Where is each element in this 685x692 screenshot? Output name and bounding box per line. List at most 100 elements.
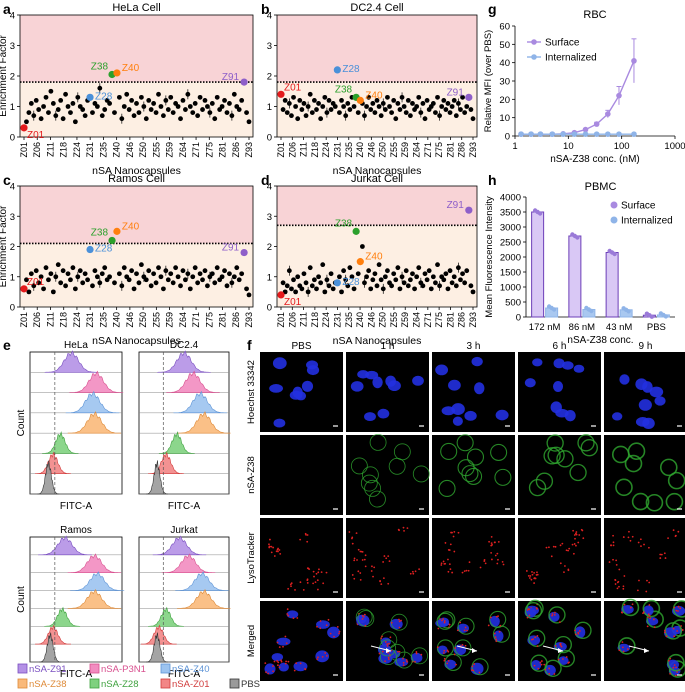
data-point	[397, 286, 403, 292]
data-point	[309, 283, 315, 289]
data-point	[148, 283, 154, 289]
data-point	[445, 101, 451, 106]
data-point	[345, 283, 351, 289]
data-point	[631, 58, 637, 64]
data-point	[560, 131, 566, 137]
membrane-signal	[395, 651, 413, 669]
highlight-point-z01	[277, 90, 285, 98]
data-point	[322, 289, 328, 295]
lyso-dot	[531, 571, 533, 573]
lyso-dot	[386, 643, 389, 646]
data-point	[175, 274, 181, 280]
lyso-dot	[282, 645, 284, 648]
lyso-dot	[572, 552, 575, 555]
data-point	[24, 119, 29, 125]
tile-background	[432, 518, 515, 598]
lyso-dot	[371, 565, 373, 568]
data-point	[209, 271, 215, 277]
lyso-dot	[490, 536, 493, 538]
data-point	[314, 286, 319, 292]
y-tick-label: 1	[10, 272, 15, 283]
membrane-signal	[642, 599, 661, 618]
data-point	[293, 104, 299, 109]
data-point	[97, 280, 103, 286]
x-tick-label: Z46	[125, 142, 135, 158]
data-point	[422, 271, 428, 277]
data-point	[68, 277, 73, 283]
lyso-dot	[472, 669, 475, 672]
lyso-dot	[316, 579, 319, 582]
tile-background	[518, 518, 601, 598]
data-point	[48, 88, 54, 94]
lyso-dot	[306, 582, 309, 584]
y-tick-label: 4	[10, 182, 15, 193]
data-point	[403, 110, 409, 115]
data-point	[395, 101, 401, 106]
data-point	[33, 268, 39, 274]
data-point	[376, 104, 382, 109]
membrane-signal	[631, 492, 650, 511]
lyso-dot	[612, 534, 614, 537]
lyso-dot	[568, 547, 571, 550]
highlight-label-z40: Z40	[365, 90, 383, 101]
data-point	[195, 280, 201, 286]
lyso-dot	[628, 530, 630, 533]
data-point	[38, 274, 44, 280]
lyso-dot	[296, 617, 299, 619]
lyso-dot	[639, 538, 642, 541]
y-tick-label: 2	[267, 242, 272, 253]
data-point	[195, 113, 201, 119]
nucleus	[530, 660, 542, 671]
lyso-dot	[398, 626, 401, 629]
data-point	[332, 104, 338, 109]
data-point	[301, 101, 307, 106]
lyso-dot	[453, 653, 456, 656]
lyso-dot	[447, 660, 450, 662]
membrane-signal	[543, 447, 561, 465]
row-label: nSA-Z38	[246, 456, 257, 494]
x-tick-label: Z55	[151, 312, 161, 328]
data-point	[126, 107, 132, 112]
nucleus	[365, 370, 379, 380]
data-point	[445, 286, 451, 292]
nucleus	[474, 382, 485, 395]
data-point	[205, 104, 210, 109]
tile-background	[346, 518, 429, 598]
data-point	[435, 262, 440, 268]
lyso-dot	[581, 529, 584, 532]
nucleus	[289, 390, 303, 400]
micro-tile	[604, 352, 685, 432]
data-point	[28, 271, 34, 277]
y-tick-label: 0	[10, 303, 15, 314]
data-point	[399, 274, 405, 280]
lyso-dot	[295, 662, 298, 665]
nucleus	[452, 416, 463, 426]
data-point	[286, 268, 292, 274]
micro-tile	[346, 518, 429, 598]
lyso-dot	[418, 568, 421, 571]
data-point	[403, 268, 409, 274]
lyso-dot	[277, 550, 279, 553]
legend-swatch	[229, 678, 240, 689]
data-point	[359, 244, 365, 249]
highlight-point-z40	[356, 96, 364, 104]
lyso-dot	[490, 552, 493, 554]
lyso-dot	[446, 649, 449, 652]
x-tick-label: Z06	[32, 142, 42, 158]
x-tick-label: Z50	[138, 312, 148, 328]
histogram-5	[41, 431, 79, 454]
x-axis-label: nSA Nanocapsules	[333, 165, 422, 177]
x-tick-label: Z01	[276, 142, 286, 158]
membrane-signal	[580, 439, 598, 457]
lyso-dot	[299, 581, 302, 584]
lyso-dot	[398, 618, 400, 621]
histogram-5	[44, 606, 81, 627]
lyso-dot	[553, 673, 556, 675]
micro-tile	[260, 601, 343, 681]
data-point	[192, 265, 198, 271]
data-point	[316, 101, 321, 106]
lyso-dot	[533, 577, 536, 579]
lyso-dot	[465, 569, 468, 572]
lyso-dot	[317, 656, 319, 659]
data-point	[303, 280, 309, 286]
